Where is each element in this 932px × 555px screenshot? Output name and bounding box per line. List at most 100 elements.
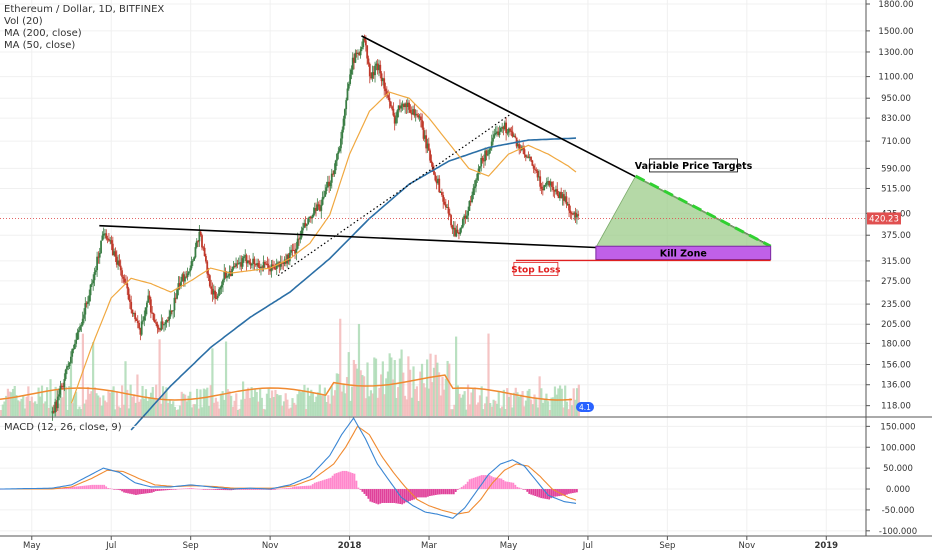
candle-body — [459, 228, 462, 235]
candle-body — [475, 179, 477, 187]
x-tick-label: Jul — [105, 541, 116, 550]
candle-body — [76, 332, 79, 340]
candle-body — [139, 328, 142, 335]
volume-bar — [88, 393, 91, 416]
price-tick-label: 375.00 — [881, 231, 911, 241]
macd-histogram-bar — [484, 475, 487, 490]
volume-bar — [431, 382, 434, 416]
volume-bar — [380, 374, 383, 416]
candle-body — [347, 83, 350, 89]
candle-body — [243, 256, 245, 259]
volume-bar — [44, 401, 47, 416]
candle-body — [148, 295, 151, 300]
candle-body — [163, 324, 165, 326]
macd-histogram-bar — [154, 489, 157, 492]
volume-bar — [158, 339, 161, 416]
macd-histogram-bar — [305, 485, 308, 490]
macd-histogram-bar — [542, 489, 545, 499]
volume-bar — [59, 393, 62, 416]
candle-body — [476, 173, 479, 180]
candle-body — [510, 130, 513, 132]
volume-bar — [241, 381, 245, 416]
candle-body — [389, 101, 392, 107]
volume-bar — [436, 362, 439, 416]
volume-bar — [27, 386, 30, 416]
macd-histogram-bar — [73, 486, 76, 490]
volume-bar — [405, 399, 408, 416]
macd-histogram-bar — [448, 489, 451, 495]
macd-histogram-bar — [125, 489, 127, 493]
volume-bar — [190, 407, 194, 416]
volume-bar — [74, 391, 78, 416]
candle-body — [486, 154, 489, 156]
volume-bar — [182, 393, 185, 416]
candle-body — [177, 283, 180, 290]
volume-bar — [414, 389, 417, 416]
volume-bar — [156, 401, 159, 416]
macd-histogram-bar — [172, 489, 175, 490]
volume-bar — [564, 385, 567, 416]
macd-histogram-bar — [540, 489, 543, 499]
macd-histogram-bar — [228, 489, 231, 491]
macd-histogram-bar — [472, 477, 475, 490]
volume-bar — [497, 390, 500, 416]
candle-body — [400, 105, 403, 109]
volume-bar — [422, 383, 425, 416]
candle-body — [130, 301, 133, 310]
candle-body — [446, 206, 449, 208]
macd-histogram-bar — [407, 489, 409, 502]
macd-histogram-bar — [284, 488, 286, 490]
candle-body — [374, 65, 376, 76]
candle-body — [527, 156, 530, 158]
volume-bar — [0, 409, 3, 416]
volume-bar — [381, 361, 384, 416]
macd-histogram-bar — [87, 485, 90, 490]
volume-bar — [378, 387, 381, 416]
volume-bar — [477, 402, 480, 416]
candle-body — [173, 297, 176, 311]
candle-body — [190, 261, 193, 269]
volume-bar — [270, 390, 274, 416]
candle-body — [447, 206, 450, 214]
candle-body — [85, 303, 88, 305]
candle-body — [574, 212, 577, 218]
volume-bar — [194, 404, 197, 416]
candle-body — [142, 320, 144, 322]
volume-bar — [18, 401, 21, 416]
volume-bar — [320, 395, 323, 416]
candle-body — [219, 287, 222, 290]
candle-body — [548, 181, 551, 186]
candle-body — [52, 410, 55, 413]
candle-body — [284, 259, 287, 264]
candle-body — [197, 241, 199, 243]
volume-bar — [252, 397, 255, 416]
candle-body — [544, 184, 547, 186]
macd-histogram-bar — [317, 481, 320, 490]
candle-body — [68, 362, 71, 366]
price-tick-label: 275.00 — [881, 277, 911, 287]
volume-bar — [383, 394, 386, 416]
rising-support — [277, 112, 513, 277]
macd-histogram-bar — [393, 489, 396, 503]
volume-bar — [460, 397, 463, 416]
candle-body — [513, 135, 515, 137]
candle-body — [218, 289, 220, 296]
volume-bar — [475, 404, 478, 416]
macd-histogram-bar — [413, 489, 415, 500]
x-tick-label: Sep — [183, 541, 199, 550]
candle-body — [146, 302, 148, 308]
candle-body — [517, 144, 519, 147]
candle-body — [514, 135, 517, 138]
volume-bar — [272, 397, 275, 416]
macd-histogram-bar — [176, 488, 179, 490]
candle-body — [54, 401, 57, 413]
volume-bar — [403, 395, 407, 416]
macd-histogram-bar — [105, 486, 108, 490]
macd-histogram-bar — [544, 489, 547, 499]
candle-body — [490, 141, 493, 149]
volume-bar — [248, 398, 252, 416]
macd-histogram-bar — [417, 489, 419, 498]
macd-histogram-bar — [240, 489, 243, 490]
candle-body — [444, 204, 447, 208]
candle-body — [535, 169, 538, 171]
